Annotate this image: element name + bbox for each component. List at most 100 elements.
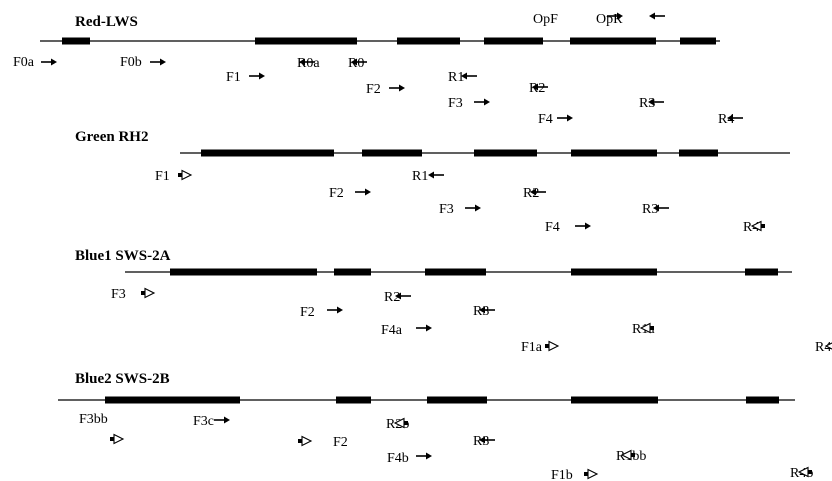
gene-title: Green RH2 (75, 129, 148, 145)
forward-primer-arrow-icon (575, 222, 591, 230)
gene-blue2-sws-2b: Blue2 SWS-2B F3bb F3c F2 R2b R3 F4b R1bb F1b R4b (58, 371, 813, 481)
exon-block (570, 37, 656, 45)
gene-title: Blue2 SWS-2B (75, 371, 170, 387)
primer-r1: R1 (448, 70, 477, 85)
primer-opf: OpF (533, 12, 623, 27)
exon-block (474, 149, 537, 157)
exon-block (362, 149, 422, 157)
exon-block (255, 37, 357, 45)
primer-label: R3 (473, 434, 489, 449)
forward-primer-arrow-icon (327, 306, 343, 314)
forward-primer-arrow-icon (607, 12, 623, 20)
primer-r2: R2 (529, 81, 548, 96)
primer-label: F2 (300, 305, 315, 320)
primer-f4a: F4a (381, 323, 432, 338)
reverse-primer-arrow-icon (479, 306, 495, 314)
primer-f0a: F0a (13, 55, 57, 70)
reverse-primer-arrow-icon (530, 188, 546, 196)
primer-r0: R0 (348, 56, 367, 71)
primer-label: R0a (297, 56, 320, 71)
reverse-primer-arrow-icon (532, 83, 548, 91)
exon-block (745, 268, 778, 276)
primer-r3: R3 (639, 96, 664, 111)
primer-r1a: R1a (632, 322, 655, 337)
primer-f1a: F1a (521, 340, 560, 355)
primer-f0b: F0b (120, 55, 166, 70)
primer-label: R3 (473, 304, 489, 319)
gene-title: Red-LWS (75, 14, 138, 30)
reverse-primer-arrow-icon (797, 466, 812, 478)
reverse-primer-arrow-icon (727, 114, 743, 122)
forward-primer-arrow-icon (474, 98, 490, 106)
reverse-primer-arrow-icon (461, 72, 477, 80)
reverse-primer-arrow-icon (428, 171, 444, 179)
exon-block (334, 268, 371, 276)
gene-title: Blue1 SWS-2A (75, 248, 171, 264)
primer-label: F0a (13, 55, 35, 70)
primer-label: F4 (538, 112, 553, 127)
primer-label: F1 (226, 70, 241, 85)
reverse-primer-arrow-icon (299, 58, 315, 66)
gene-red-lws: Red-LWS OpF OpR F0a F0b R0a R0 F1 R1 F2 R2 F3 R3 F4 R4 (13, 12, 743, 127)
exon-block (425, 268, 486, 276)
exon-block (427, 396, 487, 404)
forward-primer-arrow-icon (214, 416, 230, 424)
exon-block (105, 396, 240, 404)
primer-f3: F3 (111, 287, 156, 302)
primer-label: F3 (111, 287, 126, 302)
exon-block (62, 37, 90, 45)
forward-primer-arrow-icon (178, 169, 193, 181)
reverse-primer-arrow-icon (395, 292, 411, 300)
forward-primer-arrow-icon (249, 72, 265, 80)
primer-label: R3 (639, 96, 655, 111)
exon-block (679, 149, 718, 157)
primer-f1: F1 (226, 70, 265, 85)
reverse-primer-arrow-icon (824, 342, 832, 350)
primer-f2: F2 (329, 186, 371, 201)
exon-block (484, 37, 543, 45)
primer-label: F2 (366, 82, 381, 97)
primer-label: F3 (448, 96, 463, 111)
exon-block (336, 396, 371, 404)
gene-blue1-sws-2a: Blue1 SWS-2A F3 R2 F2 R3 F4a R1a F1a R4 (75, 248, 832, 355)
forward-primer-arrow-icon (41, 58, 57, 66)
primer-label: R1 (448, 70, 464, 85)
forward-primer-arrow-icon (416, 324, 432, 332)
primer-f4b: F4b (387, 451, 432, 466)
exon-block (571, 149, 657, 157)
reverse-primer-arrow-icon (393, 417, 408, 429)
primer-label: F4 (545, 220, 560, 235)
primer-r4: R4 (815, 340, 832, 355)
primer-r2: R2 (523, 186, 546, 201)
primer-label: R4 (718, 112, 734, 127)
primer-f4: F4 (545, 220, 591, 235)
primer-r0a: R0a (297, 56, 320, 71)
primer-label: F4a (381, 323, 403, 338)
primer-f1b: F1b (551, 468, 599, 481)
primer-r4: R4 (718, 112, 743, 127)
primer-label: OpR (596, 12, 623, 27)
forward-primer-arrow-icon (355, 188, 371, 196)
forward-primer-arrow-icon (141, 287, 156, 299)
exon-block (680, 37, 716, 45)
primer-f4: F4 (538, 112, 573, 127)
exon-block (746, 396, 779, 404)
primer-r2: R2 (384, 290, 411, 305)
primer-label: F2 (329, 186, 344, 201)
forward-primer-arrow-icon (584, 468, 599, 480)
exon-block (201, 149, 334, 157)
primer-label: F2 (333, 435, 348, 450)
primer-label: R2 (523, 186, 539, 201)
primer-f3: F3 (448, 96, 490, 111)
primer-r4b: R4b (790, 466, 813, 481)
primer-r3: R3 (642, 202, 669, 217)
reverse-primer-arrow-icon (653, 204, 669, 212)
primer-label: OpF (533, 12, 558, 27)
primer-f2: F2 (300, 305, 343, 320)
primer-label: R4 (743, 220, 759, 235)
forward-primer-arrow-icon (557, 114, 573, 122)
primer-label: R2 (384, 290, 400, 305)
reverse-primer-arrow-icon (639, 322, 654, 334)
forward-primer-arrow-icon (545, 340, 560, 352)
